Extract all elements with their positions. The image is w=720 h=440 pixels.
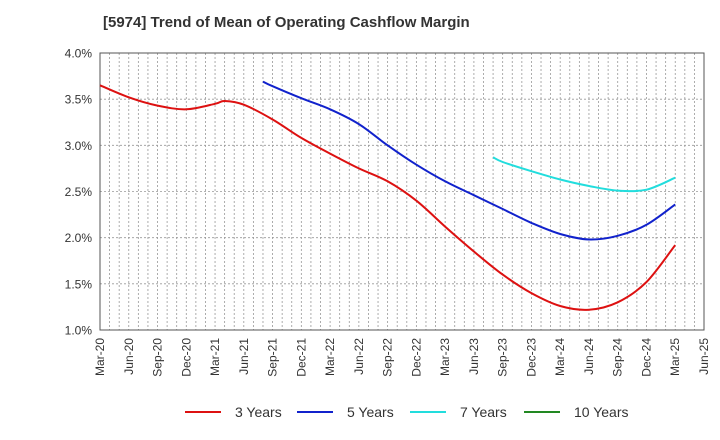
legend-item-5-years: 5 Years <box>297 404 394 420</box>
x-tick-label: Dec-20 <box>179 338 193 377</box>
x-tick-label: Sep-24 <box>611 338 625 377</box>
x-tick-label: Jun-20 <box>122 338 136 375</box>
x-tick-label: Dec-22 <box>409 338 423 377</box>
x-tick-label: Jun-24 <box>582 338 596 375</box>
x-tick-label: Mar-21 <box>208 338 222 376</box>
legend-item-3-years: 3 Years <box>185 404 282 420</box>
legend-item-10-years: 10 Years <box>524 404 629 420</box>
legend-label-7-years: 7 Years <box>460 404 507 420</box>
x-tick-label: Sep-22 <box>381 338 395 377</box>
series-line-5-years <box>262 80 676 241</box>
x-tick-label: Mar-22 <box>323 338 337 376</box>
x-tick-label: Jun-25 <box>697 338 711 375</box>
x-tick-label: Sep-20 <box>151 338 165 377</box>
legend-swatch-5-years <box>297 411 333 413</box>
y-tick-label: 1.5% <box>65 277 93 291</box>
series-line-7-years <box>492 156 676 193</box>
y-tick-label: 3.5% <box>65 93 93 107</box>
x-tick-label: Dec-23 <box>524 338 538 377</box>
legend-swatch-10-years <box>524 411 560 413</box>
legend-swatch-3-years <box>185 411 221 413</box>
legend-label-3-years: 3 Years <box>235 404 282 420</box>
legend-swatch-7-years <box>410 411 446 413</box>
y-tick-label: 4.0% <box>65 47 93 61</box>
x-tick-label: Mar-20 <box>93 338 107 376</box>
x-tick-label: Sep-23 <box>496 338 510 377</box>
x-tick-label: Jun-21 <box>237 338 251 375</box>
x-tick-label: Jun-22 <box>352 338 366 375</box>
legend-item-7-years: 7 Years <box>410 404 507 420</box>
series-line-3-years <box>99 84 676 311</box>
y-tick-label: 1.0% <box>65 324 93 338</box>
y-tick-label: 3.0% <box>65 139 93 153</box>
plot-border <box>99 52 705 331</box>
legend: 3 Years 5 Years 7 Years 10 Years <box>0 404 720 426</box>
x-tick-label: Jun-23 <box>467 338 481 375</box>
x-tick-label: Mar-25 <box>668 338 682 376</box>
legend-label-5-years: 5 Years <box>347 404 394 420</box>
x-tick-label: Sep-21 <box>266 338 280 377</box>
y-tick-label: 2.0% <box>65 231 93 245</box>
x-tick-label: Dec-24 <box>639 338 653 377</box>
chart-title: [5974] Trend of Mean of Operating Cashfl… <box>103 14 470 31</box>
x-tick-label: Mar-23 <box>438 338 452 376</box>
x-tick-label: Mar-24 <box>553 338 567 376</box>
y-tick-label: 2.5% <box>65 185 93 199</box>
legend-label-10-years: 10 Years <box>574 404 629 420</box>
x-tick-label: Dec-21 <box>294 338 308 377</box>
